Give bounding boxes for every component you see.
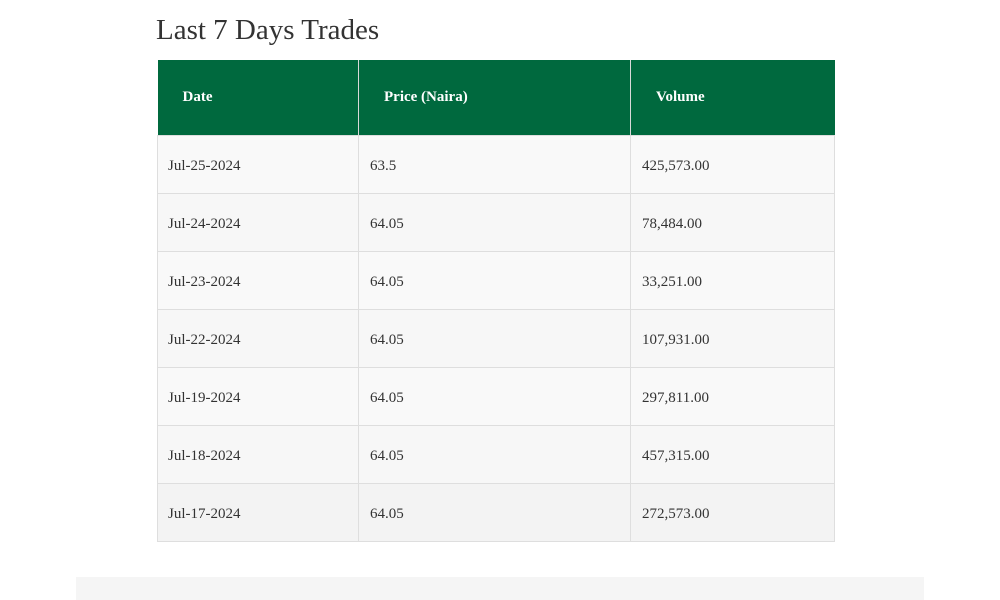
cell-price: 64.05 bbox=[358, 250, 631, 310]
table-header-row: Date Price (Naira) Volume bbox=[157, 60, 835, 135]
cell-date: Jul-18-2024 bbox=[157, 424, 359, 484]
page-title: Last 7 Days Trades bbox=[156, 14, 380, 46]
footer-strip bbox=[76, 577, 924, 600]
cell-price: 64.05 bbox=[358, 482, 631, 542]
cell-price: 64.05 bbox=[358, 192, 631, 252]
table-row: Jul-25-2024 63.5 425,573.00 bbox=[157, 134, 835, 194]
cell-price: 64.05 bbox=[358, 308, 631, 368]
table-row: Jul-22-2024 64.05 107,931.00 bbox=[157, 308, 835, 368]
cell-date: Jul-24-2024 bbox=[157, 192, 359, 252]
cell-date: Jul-19-2024 bbox=[157, 366, 359, 426]
cell-volume: 425,573.00 bbox=[630, 134, 835, 194]
cell-date: Jul-25-2024 bbox=[157, 134, 359, 194]
cell-volume: 272,573.00 bbox=[630, 482, 835, 542]
header-price: Price (Naira) bbox=[358, 60, 631, 135]
cell-volume: 457,315.00 bbox=[630, 424, 835, 484]
cell-price: 64.05 bbox=[358, 424, 631, 484]
table-row: Jul-19-2024 64.05 297,811.00 bbox=[157, 366, 835, 426]
cell-price: 63.5 bbox=[358, 134, 631, 194]
cell-volume: 297,811.00 bbox=[630, 366, 835, 426]
header-date: Date bbox=[157, 60, 359, 135]
cell-date: Jul-23-2024 bbox=[157, 250, 359, 310]
table-row: Jul-18-2024 64.05 457,315.00 bbox=[157, 424, 835, 484]
cell-date: Jul-22-2024 bbox=[157, 308, 359, 368]
trades-table: Date Price (Naira) Volume Jul-25-2024 63… bbox=[157, 60, 835, 542]
cell-price: 64.05 bbox=[358, 366, 631, 426]
header-volume: Volume bbox=[630, 60, 835, 135]
table-row: Jul-24-2024 64.05 78,484.00 bbox=[157, 192, 835, 252]
cell-volume: 107,931.00 bbox=[630, 308, 835, 368]
table-row: Jul-17-2024 64.05 272,573.00 bbox=[157, 482, 835, 542]
cell-volume: 78,484.00 bbox=[630, 192, 835, 252]
cell-date: Jul-17-2024 bbox=[157, 482, 359, 542]
table-row: Jul-23-2024 64.05 33,251.00 bbox=[157, 250, 835, 310]
cell-volume: 33,251.00 bbox=[630, 250, 835, 310]
